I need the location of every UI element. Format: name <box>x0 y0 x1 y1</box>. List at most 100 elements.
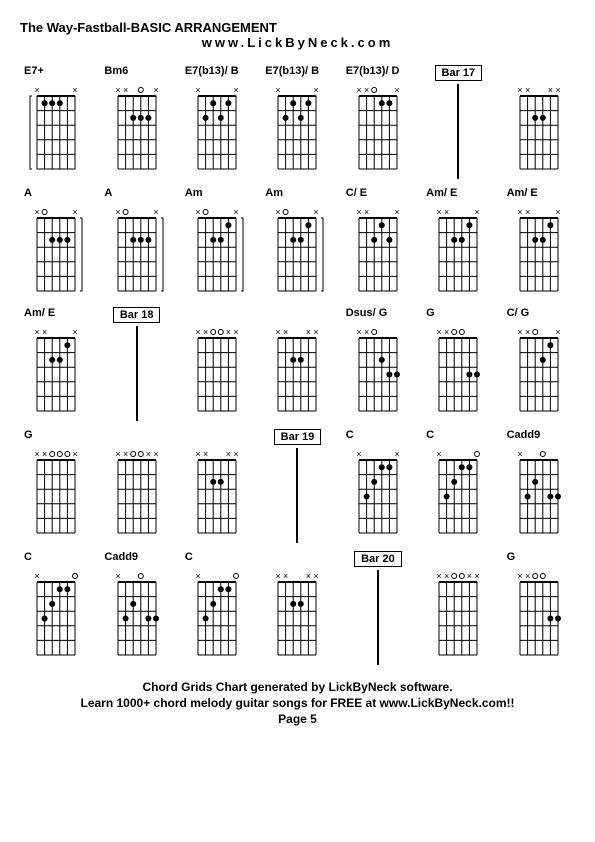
chord-diagram-cell: Am×× <box>181 187 253 299</box>
bar-label: Bar 19 <box>274 429 322 445</box>
page-subtitle: www.LickByNeck.com <box>20 35 575 50</box>
chord-diagram-cell: Bm6××× <box>100 65 172 179</box>
chord-diagram: ××× <box>27 324 85 419</box>
chord-label: C/ E <box>338 187 418 201</box>
svg-text:×: × <box>73 207 78 217</box>
svg-text:×: × <box>555 327 560 337</box>
svg-text:×: × <box>35 85 40 95</box>
svg-text:×: × <box>73 449 78 459</box>
svg-text:×: × <box>73 85 78 95</box>
chord-diagram-cell: C× <box>20 551 92 665</box>
svg-text:×: × <box>314 207 319 217</box>
chord-label: Cadd9 <box>499 429 579 443</box>
chord-label: E7(b13)/ B <box>257 65 337 79</box>
svg-text:×: × <box>437 571 442 581</box>
svg-text:×: × <box>276 571 281 581</box>
chord-diagram: × <box>429 446 487 541</box>
svg-text:×: × <box>525 207 530 217</box>
chord-diagram-cell: Am/ E××× <box>20 307 92 421</box>
svg-text:×: × <box>233 207 238 217</box>
svg-text:×: × <box>195 571 200 581</box>
footer: Chord Grids Chart generated by LickByNec… <box>20 680 575 726</box>
chord-label: Am/ E <box>418 187 498 201</box>
svg-text:×: × <box>153 207 158 217</box>
chord-diagram: ×××× <box>429 568 487 663</box>
svg-text:×: × <box>356 85 361 95</box>
chord-diagram-cell: C× <box>181 551 253 665</box>
chord-diagram: ×× <box>429 324 487 419</box>
chord-diagram-cell: ×××× <box>181 429 253 543</box>
svg-text:×: × <box>35 571 40 581</box>
chord-diagram: ××× <box>27 446 85 541</box>
chord-diagram-cell: Am×× <box>261 187 333 299</box>
svg-text:×: × <box>203 327 208 337</box>
chord-diagram-cell: A×× <box>20 187 92 299</box>
chord-diagram: ×× <box>188 204 246 299</box>
bar-line <box>457 84 459 179</box>
bar-line <box>377 570 379 665</box>
chord-diagram: ××× <box>510 324 568 419</box>
chord-diagram-cell: ×××× <box>503 65 575 179</box>
chord-label <box>96 429 176 443</box>
svg-text:×: × <box>233 327 238 337</box>
chord-label: G <box>499 551 579 565</box>
chord-diagram-cell: G×× <box>503 551 575 665</box>
svg-text:×: × <box>517 85 522 95</box>
chord-label: Dsus/ G <box>338 307 418 321</box>
chord-label: E7(b13)/ D <box>338 65 418 79</box>
svg-text:×: × <box>314 85 319 95</box>
chord-label: C <box>16 551 96 565</box>
svg-text:×: × <box>35 327 40 337</box>
chord-diagram: ×× <box>349 324 407 419</box>
svg-text:×: × <box>364 207 369 217</box>
chord-label <box>257 307 337 321</box>
svg-text:×: × <box>517 327 522 337</box>
svg-text:×: × <box>444 207 449 217</box>
chord-diagram-cell: C/ E××× <box>342 187 414 299</box>
svg-text:×: × <box>517 449 522 459</box>
chord-label: C <box>418 429 498 443</box>
chord-diagram-cell: E7+×× <box>20 65 92 179</box>
svg-text:×: × <box>115 85 120 95</box>
chord-grid-container: E7+××Bm6×××E7(b13)/ B××E7(b13)/ B××E7(b1… <box>20 65 575 665</box>
svg-text:×: × <box>115 207 120 217</box>
svg-text:×: × <box>394 85 399 95</box>
svg-text:×: × <box>123 449 128 459</box>
chord-diagram: ×× <box>268 204 326 299</box>
svg-text:×: × <box>153 449 158 459</box>
svg-text:×: × <box>115 571 120 581</box>
svg-text:×: × <box>195 207 200 217</box>
svg-text:×: × <box>35 207 40 217</box>
svg-text:×: × <box>233 85 238 95</box>
chord-label: C/ G <box>499 307 579 321</box>
chord-diagram-cell: E7(b13)/ D××× <box>342 65 414 179</box>
chord-label: A <box>96 187 176 201</box>
bar-label: Bar 20 <box>354 551 402 567</box>
chord-diagram-cell: C×× <box>342 429 414 543</box>
svg-text:×: × <box>475 207 480 217</box>
svg-text:×: × <box>115 449 120 459</box>
chord-diagram: ××× <box>349 82 407 177</box>
chord-diagram: ××× <box>108 82 166 177</box>
chord-label <box>418 551 498 565</box>
svg-text:×: × <box>437 449 442 459</box>
chord-diagram-cell: C× <box>422 429 494 543</box>
chord-diagram-cell: C/ G××× <box>503 307 575 421</box>
chord-label: Am <box>177 187 257 201</box>
chord-diagram-cell: Am/ E××× <box>503 187 575 299</box>
chord-diagram: ×××× <box>510 82 568 177</box>
svg-text:×: × <box>517 571 522 581</box>
chord-label: Am/ E <box>499 187 579 201</box>
svg-text:×: × <box>306 571 311 581</box>
svg-text:×: × <box>123 85 128 95</box>
bar-separator: Bar 17 <box>422 65 494 179</box>
chord-diagram-cell: Am/ E××× <box>422 187 494 299</box>
svg-text:×: × <box>525 571 530 581</box>
svg-text:×: × <box>555 207 560 217</box>
svg-text:×: × <box>276 207 281 217</box>
chord-diagram-cell: G×× <box>422 307 494 421</box>
chord-label: E7+ <box>16 65 96 79</box>
footer-page: Page 5 <box>20 712 575 726</box>
chord-diagram-cell: Dsus/ G×× <box>342 307 414 421</box>
svg-text:×: × <box>233 449 238 459</box>
